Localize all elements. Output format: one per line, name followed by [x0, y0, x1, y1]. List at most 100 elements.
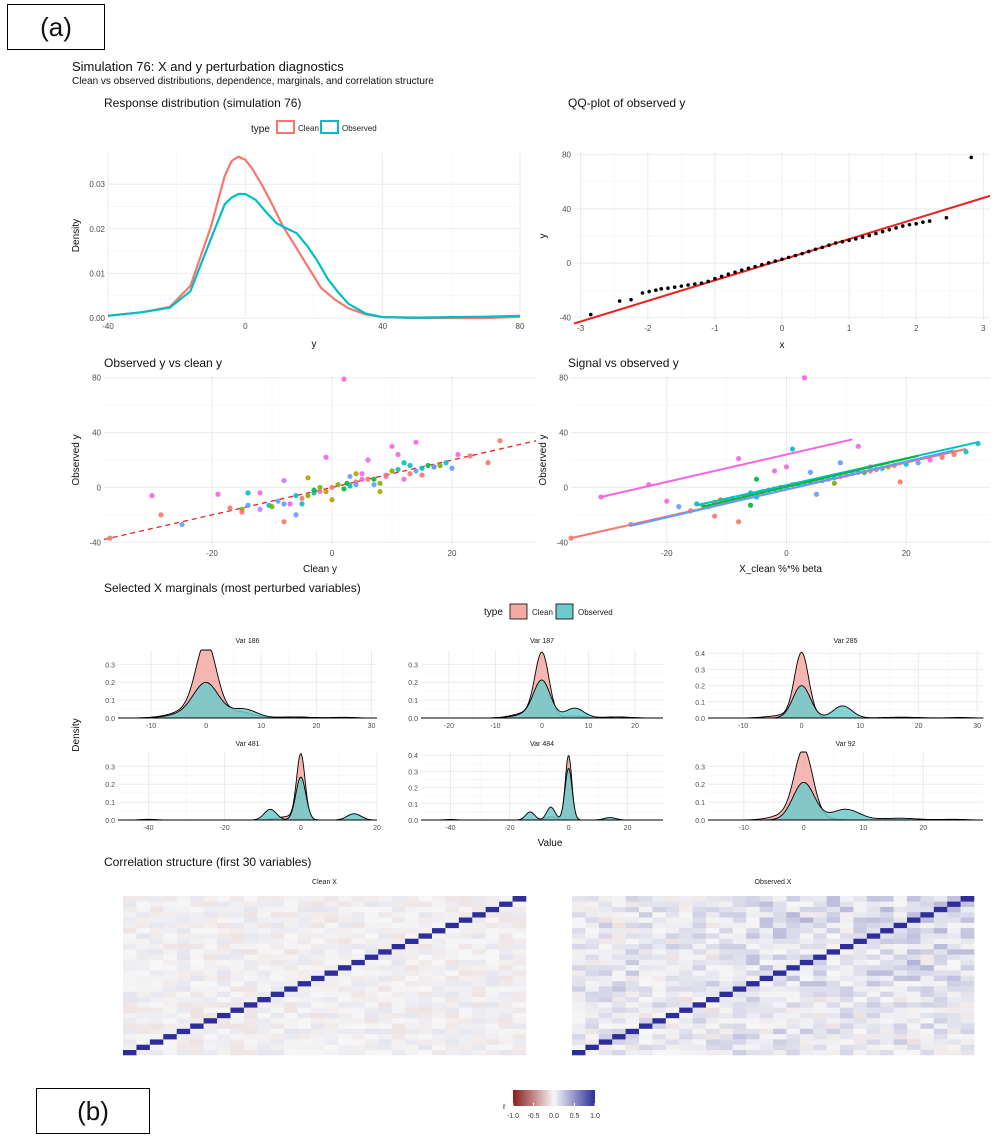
heatmap-cell [665, 911, 680, 918]
heatmap-cell [311, 896, 325, 902]
heatmap-cell [405, 1002, 419, 1008]
heatmap-cell [499, 901, 513, 907]
heatmap-cell [960, 1033, 975, 1040]
heatmap-cell [920, 975, 935, 982]
heatmap-cell [378, 922, 392, 929]
heatmap-cell [176, 1049, 191, 1056]
heatmap-cell [190, 933, 204, 939]
y-tick-label: 0.2 [105, 680, 115, 687]
heatmap-cell [920, 922, 935, 929]
heatmap-cell [933, 938, 948, 944]
heatmap-cell [706, 938, 720, 944]
heatmap-cell [351, 1017, 366, 1024]
heatmap-cell [907, 1049, 921, 1056]
heatmap-cell [217, 927, 231, 934]
qq-point [894, 226, 898, 230]
heatmap-cell [123, 949, 137, 955]
y-tick-label: 40 [559, 429, 568, 438]
heatmap-cell [391, 1028, 406, 1035]
heatmap-cell [458, 970, 473, 976]
heatmap-cell [625, 991, 640, 997]
heatmap-cell [458, 986, 473, 992]
scatter-point [353, 482, 359, 488]
heatmap-cell [270, 986, 285, 992]
heatmap-cell [458, 980, 473, 987]
heatmap-cell [297, 922, 312, 929]
heatmap-cell [907, 1017, 921, 1024]
x-tick-label: 0 [780, 324, 785, 333]
density-area-observed [421, 768, 663, 821]
heatmap-cell [799, 1039, 814, 1045]
heatmap-cell [786, 943, 801, 950]
heatmap-cell [840, 922, 854, 929]
heatmap-cell [625, 1023, 640, 1029]
x-tick-label: -20 [220, 825, 230, 832]
heatmap-cell [572, 917, 586, 923]
facet-strip-label: Var 481 [236, 741, 260, 748]
heatmap-cell [136, 938, 151, 944]
heatmap-cell [960, 927, 975, 934]
heatmap-cell [391, 975, 406, 982]
heatmap-cell [585, 933, 600, 939]
heatmap-cell [284, 1023, 298, 1029]
heatmap-cell [391, 896, 406, 902]
heatmap-cell [679, 986, 693, 992]
y-tick-label: 0.01 [89, 269, 105, 278]
x-tick-label: 10 [860, 825, 868, 832]
heatmap-cell [773, 1028, 787, 1035]
heatmap-cell [799, 927, 814, 934]
heatmap-cell [652, 1007, 667, 1013]
heatmap-cell [297, 1023, 312, 1029]
y-tick-label: 80 [562, 151, 571, 160]
heatmap-cell [679, 911, 693, 918]
heatmap-cell [311, 1007, 325, 1013]
heatmap-cell [572, 1002, 586, 1008]
heatmap-cell [405, 922, 419, 929]
heatmap-cell [337, 1012, 352, 1019]
heatmap-cell [458, 1028, 473, 1035]
heatmap-cell [880, 991, 894, 997]
heatmap-cell [813, 986, 827, 992]
heatmap-cell [284, 1017, 298, 1024]
heatmap-cell [217, 1007, 231, 1013]
heatmap-cell [123, 938, 137, 944]
heatmap-cell [773, 906, 787, 913]
heatmap-cell [445, 975, 460, 982]
heatmap-cell [190, 896, 204, 902]
heatmap-cell [880, 1007, 894, 1013]
heatmap-cell [880, 970, 894, 976]
heatmap-cell [203, 1033, 218, 1040]
heatmap-cell [123, 954, 137, 960]
heatmap-cell [813, 1044, 827, 1050]
heatmap-cell [203, 959, 218, 966]
heatmap-cell [311, 959, 325, 966]
heatmap-cell [625, 1012, 640, 1019]
heatmap-cell [418, 1002, 433, 1008]
heatmap-cell [311, 1028, 325, 1035]
heatmap-cell [176, 975, 191, 982]
heatmap-cell [217, 1033, 231, 1040]
scatter-point [771, 468, 778, 474]
heatmap-cell [485, 959, 500, 966]
heatmap-cell [746, 1023, 760, 1029]
heatmap-cell [799, 1028, 814, 1035]
heatmap-cell [311, 996, 325, 1003]
heatmap-cell [431, 1049, 446, 1056]
heatmap-cell [149, 911, 164, 918]
heatmap-cell [418, 1012, 433, 1019]
heatmap-cell [284, 964, 298, 971]
heatmap-cell [732, 917, 747, 923]
heatmap-cell [163, 996, 178, 1003]
heatmap-cell [893, 1002, 908, 1008]
heatmap-cell [485, 917, 500, 923]
heatmap-cell [324, 1049, 339, 1056]
x-tick-label: 10 [257, 723, 265, 730]
heatmap-cell [257, 975, 272, 982]
heatmap-cell [612, 1028, 626, 1035]
heatmap-cell [692, 1044, 707, 1050]
heatmap-cell [692, 1002, 707, 1008]
heatmap-cell [933, 964, 948, 971]
heatmap-cell [907, 954, 921, 960]
heatmap-cell [163, 1012, 178, 1019]
heatmap-cell [230, 927, 245, 934]
